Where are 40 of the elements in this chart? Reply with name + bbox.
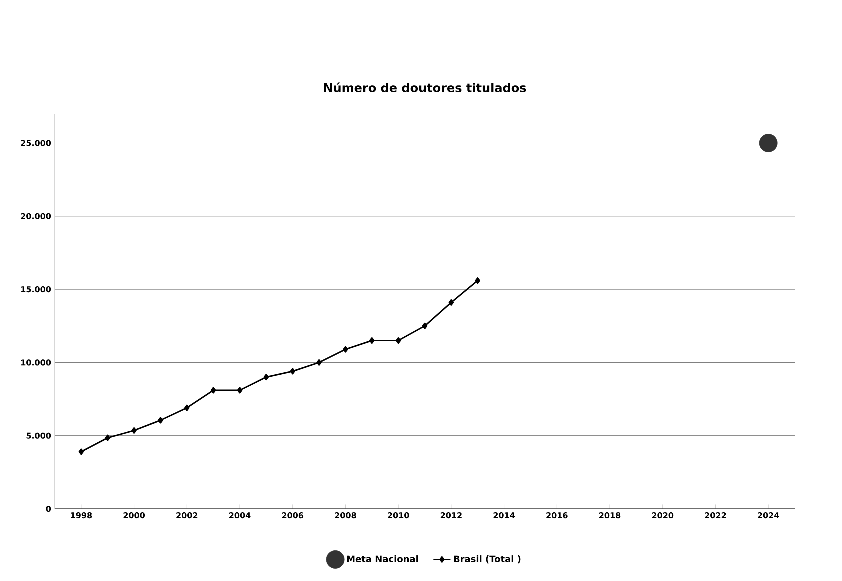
- point: [158, 417, 164, 424]
- y-tick-label: 5.000: [26, 432, 52, 439]
- point: [396, 338, 402, 344]
- x-tick-label: 2006: [282, 512, 304, 519]
- y-tick-label: 0: [46, 506, 52, 512]
- point: [475, 278, 480, 284]
- x-tick-label: 2016: [546, 512, 568, 519]
- y-tick-label: 15.000: [22, 286, 52, 293]
- point: [264, 374, 270, 381]
- chart-title: Número de doutores titulados: [324, 82, 526, 92]
- x-tick-label: 2014: [494, 512, 516, 519]
- x-tick-label: 2024: [758, 512, 780, 519]
- x-tick-label: 2020: [652, 512, 674, 519]
- x-tick-label: 2002: [176, 512, 198, 519]
- point: [105, 434, 110, 442]
- point: [210, 387, 216, 394]
- point: [290, 368, 296, 375]
- y-tick-label: 25.000: [21, 140, 52, 146]
- point: [316, 359, 322, 366]
- point: [132, 427, 137, 434]
- point: [448, 299, 454, 306]
- x-tick-label: 2000: [124, 512, 146, 519]
- x-tick-label: 2012: [440, 512, 462, 519]
- legend-label: Meta Nacional: [347, 556, 418, 562]
- x-tick-label: 2018: [600, 512, 621, 519]
- point: [759, 134, 778, 152]
- y-tick-label: 10.000: [22, 360, 52, 366]
- x-tick-label: 1998: [71, 512, 92, 519]
- y-tick-label: 20.000: [21, 213, 52, 220]
- x-tick-label: 2010: [388, 512, 410, 519]
- point: [422, 322, 428, 330]
- x-tick-label: 2008: [335, 512, 356, 519]
- point: [343, 346, 348, 353]
- x-tick-label: 2004: [230, 512, 251, 519]
- point: [370, 338, 375, 344]
- point: [78, 448, 84, 456]
- point: [184, 404, 190, 412]
- x-tick-label: 2022: [705, 512, 726, 519]
- legend-label: Brasil (Total ): [454, 556, 521, 564]
- point: [237, 387, 243, 394]
